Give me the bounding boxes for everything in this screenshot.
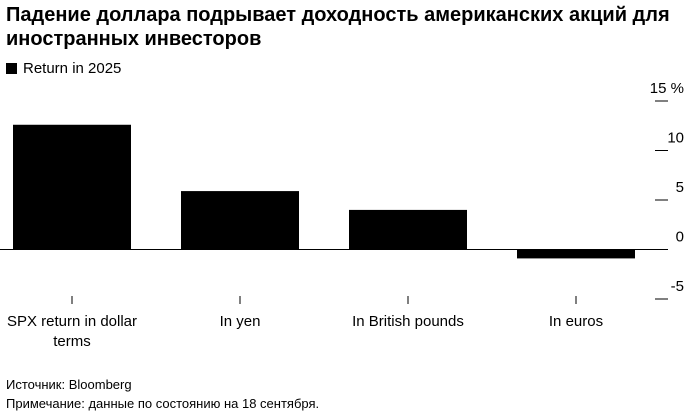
chart-title: Падение доллара подрывает доходность аме…	[6, 4, 670, 50]
bar	[13, 124, 131, 250]
bar	[181, 191, 299, 250]
x-tick-label: In British pounds	[352, 313, 464, 330]
y-tick-label: -5	[671, 278, 684, 295]
y-tick-label: 0	[676, 228, 684, 245]
x-tick-label: SPX return in dollar terms	[6, 313, 138, 350]
legend-swatch	[6, 63, 17, 74]
y-tick-label: 15 %	[650, 80, 684, 97]
source: Источник: Bloomberg	[6, 377, 132, 392]
bar	[349, 209, 467, 250]
legend-label: Return in 2025	[23, 60, 122, 77]
legend: Return in 2025	[6, 60, 121, 77]
note: Примечание: данные по состоянию на 18 се…	[6, 396, 320, 411]
y-tick-label: 10	[667, 129, 684, 146]
x-tick-label: In euros	[548, 313, 604, 330]
bar	[517, 249, 635, 259]
x-tick-label: In yen	[219, 313, 261, 330]
y-tick-label: 5	[676, 179, 684, 196]
